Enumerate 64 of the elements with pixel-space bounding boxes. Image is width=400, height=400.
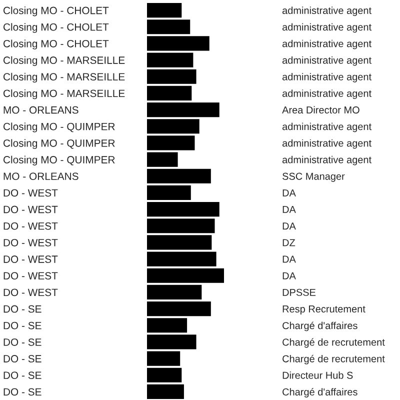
y2-tick-label: Chargé de recrutement <box>282 354 385 364</box>
y-tick-label: DO - SE <box>4 372 42 379</box>
y-tick-label: DO - WEST <box>4 189 58 197</box>
bar <box>147 102 220 118</box>
bar <box>147 318 188 333</box>
y2-tick-label: Area Director MO <box>282 106 360 114</box>
y2-tick-label: administrative agent <box>282 122 372 132</box>
y2-tick-label: DA <box>282 189 296 196</box>
y-tick-label: DO - SE <box>4 355 42 362</box>
y-tick-label: Closing MO - MARSEILLE <box>4 89 125 100</box>
y2-tick-label: SSC Manager <box>282 172 345 182</box>
y-tick-label: DO - SE <box>4 322 42 330</box>
bar <box>147 86 192 101</box>
y-tick-label: DO - WEST <box>4 222 58 230</box>
y2-tick-label: DA <box>282 272 296 280</box>
bar <box>147 202 220 217</box>
y2-tick-label: administrative agent <box>282 6 372 16</box>
y2-tick-label: administrative agent <box>282 73 372 82</box>
y2-tick-label: DA <box>282 222 296 230</box>
y-tick-label: Closing MO - CHOLET <box>4 40 109 50</box>
y2-tick-label: administrative agent <box>282 40 372 50</box>
y-tick-label: DO - SE <box>4 305 42 313</box>
y2-tick-label: Chargé d'affaires <box>282 322 358 332</box>
y-tick-label: DO - WEST <box>4 288 58 296</box>
bar <box>147 2 182 18</box>
y-tick-label: Closing MO - MARSEILLE <box>4 72 125 83</box>
bar <box>147 384 184 400</box>
y-tick-label: MO - ORLEANS <box>4 106 78 114</box>
y-tick-label: Closing MO - CHOLET <box>4 23 109 33</box>
bar <box>147 368 182 382</box>
y2-tick-label: DA <box>282 256 296 263</box>
bar <box>147 301 211 316</box>
y2-tick-label: DPSSE <box>282 288 316 296</box>
y2-tick-label: DA <box>282 206 296 213</box>
y-tick-label: Closing MO - QUIMPER <box>4 122 115 132</box>
y2-tick-label: administrative agent <box>282 90 372 99</box>
y-tick-label: DO - SE <box>4 338 42 346</box>
bar <box>147 218 215 234</box>
y2-tick-label: DZ <box>282 239 296 246</box>
bar <box>147 268 224 283</box>
y2-tick-label: administrative agent <box>282 23 372 33</box>
y-tick-label: DO - WEST <box>4 238 58 246</box>
y-tick-label: DO - WEST <box>4 206 58 214</box>
y-tick-label: Closing MO - MARSEILLE <box>4 56 125 66</box>
bar <box>147 20 190 34</box>
y-tick-label: Closing MO - QUIMPER <box>4 139 115 149</box>
bar <box>147 69 196 84</box>
y-tick-label: DO - WEST <box>4 272 58 280</box>
y2-tick-label: Directeur Hub S <box>282 372 353 379</box>
y2-tick-label: administrative agent <box>282 56 372 66</box>
y-tick-label: DO - WEST <box>4 256 58 263</box>
bar <box>147 284 202 300</box>
y2-tick-label: Chargé d'affaires <box>282 388 358 398</box>
y-tick-label: MO - ORLEANS <box>4 172 78 180</box>
bar <box>147 119 200 134</box>
y2-tick-label: Chargé de recrutement <box>282 338 385 348</box>
bar <box>147 185 191 200</box>
y2-tick-label: administrative agent <box>282 156 372 166</box>
y2-tick-label: administrative agent <box>282 139 372 149</box>
y2-tick-label: Resp Recrutement <box>282 306 366 314</box>
y-tick-label: Closing MO - CHOLET <box>4 6 109 16</box>
bar <box>147 168 211 184</box>
y-tick-label: Closing MO - QUIMPER <box>4 156 115 166</box>
y-tick-label: DO - SE <box>4 388 42 396</box>
